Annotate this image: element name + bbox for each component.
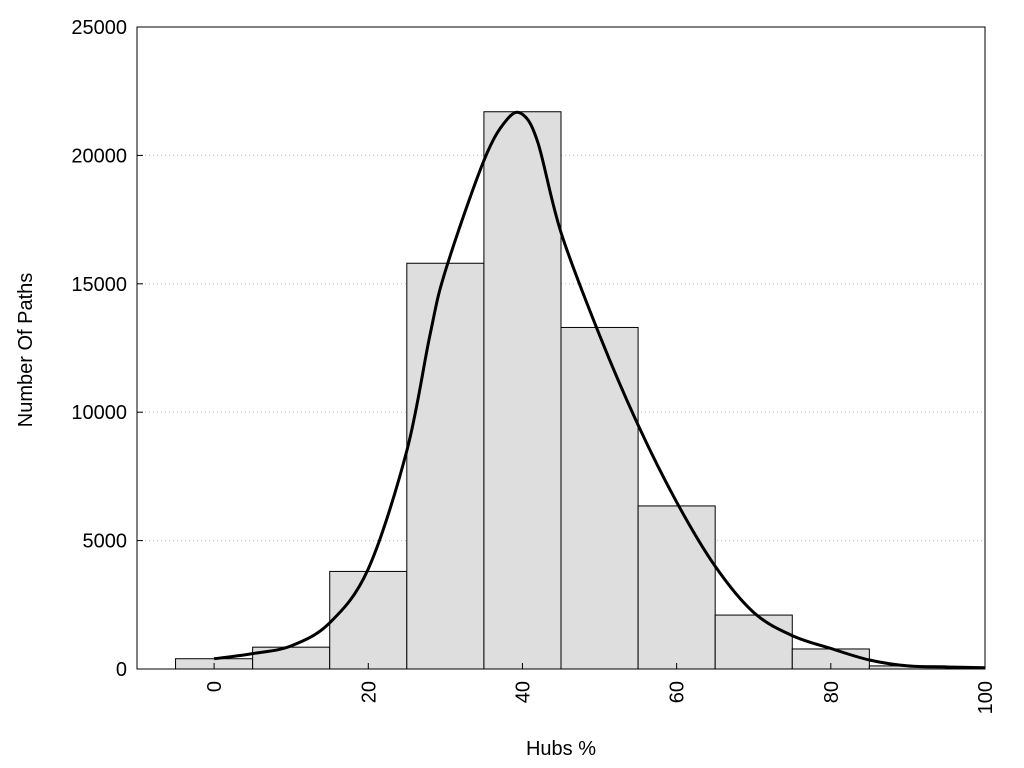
x-axis-ticks: 0 20 40 60 80 100	[204, 663, 997, 714]
histogram-bar	[560, 326, 639, 670]
plot-frame	[136, 26, 986, 670]
histogram-bar	[406, 262, 485, 670]
histogram-bar	[329, 570, 408, 670]
x-tick-label: 60	[667, 681, 689, 703]
density-curve	[213, 110, 986, 670]
histogram-bar	[714, 614, 793, 670]
histogram-bars	[175, 111, 947, 670]
density-curve-line	[213, 110, 986, 670]
x-tick-label: 80	[821, 681, 843, 703]
y-axis-ticks: 0 5000 10000 15000 20000 25000	[71, 17, 143, 681]
y-tick-label: 20000	[71, 145, 127, 167]
y-tick-label: 5000	[83, 531, 128, 553]
y-tick-label: 15000	[71, 274, 127, 296]
x-tick-label: 0	[204, 681, 226, 692]
histogram-bar	[637, 505, 716, 670]
x-tick-label: 100	[975, 681, 997, 714]
y-axis-label: Number Of Paths	[15, 273, 37, 428]
x-axis-label: Hubs %	[526, 738, 596, 760]
x-tick-label: 40	[512, 681, 534, 703]
y-tick-label: 10000	[71, 402, 127, 424]
y-tick-label: 25000	[71, 17, 127, 39]
x-tick-label: 20	[358, 681, 380, 703]
y-tick-label: 0	[116, 659, 127, 681]
